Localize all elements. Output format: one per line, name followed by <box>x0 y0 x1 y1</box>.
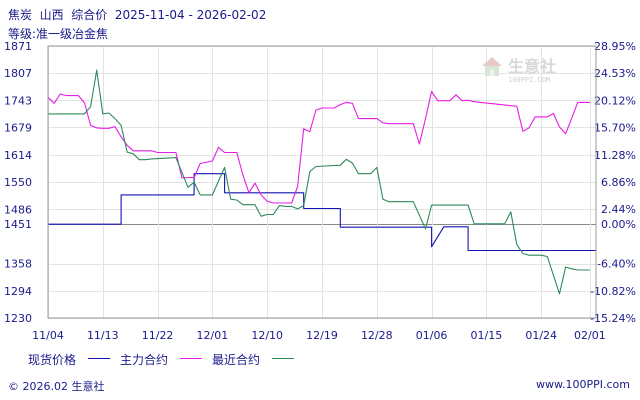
x-tick-label: 11/04 <box>32 329 64 342</box>
series-lines <box>47 69 596 295</box>
y-tick-label: 1614 <box>4 149 32 162</box>
x-tick-label: 11/22 <box>142 329 174 342</box>
footer-site: www.100PPI.com <box>536 378 630 391</box>
x-tick-label: 12/01 <box>197 329 229 342</box>
y-tick-label: 1679 <box>4 121 32 134</box>
watermark-logo: 生意社 100PPI.COM <box>480 52 580 92</box>
y2-tick-label: 11.28% <box>594 149 636 162</box>
y-tick-label: 1451 <box>4 218 32 231</box>
legend-near-line <box>272 358 294 359</box>
y-tick-label: 1486 <box>4 203 32 216</box>
footer-copyright: © 2026.02 生意社 <box>8 380 105 393</box>
y-tick-label: 1550 <box>4 176 32 189</box>
y-tick-label: 1743 <box>4 94 32 107</box>
y-tick-label: 1807 <box>4 67 32 80</box>
y-tick-label: 1294 <box>4 285 32 298</box>
x-tick-label: 01/06 <box>416 329 448 342</box>
legend-spot-label: 现货价格 <box>28 353 77 367</box>
y2-tick-label: 24.53% <box>594 67 636 80</box>
y2-tick-label: 2.44% <box>601 203 636 216</box>
x-tick-label: 12/10 <box>251 329 283 342</box>
y2-tick-label: 0.00% <box>601 218 636 231</box>
y2-tick-label: -10.82% <box>590 285 636 298</box>
watermark-name: 生意社 <box>508 57 556 76</box>
legend-spot-line <box>88 358 110 359</box>
x-tick-label: 12/28 <box>361 329 393 342</box>
spot-price-line <box>48 173 596 252</box>
plot-frame <box>47 45 597 319</box>
chart-subtitle: 等级:准一级冶金焦 <box>8 27 109 41</box>
x-tick-label: 01/15 <box>471 329 503 342</box>
logo-icon <box>482 57 502 76</box>
y2-axis-ticks: 28.95% 24.53% 20.12% 15.70% 11.28% 6.86% 2.44%… <box>590 40 636 325</box>
main-contract-line <box>47 90 590 204</box>
legend-near-label: 最近合约 <box>212 353 261 367</box>
chart-title: 焦炭 山西 综合价 2025-11-04 - 2026-02-02 <box>8 8 267 22</box>
y-tick-label: 1358 <box>4 258 32 271</box>
y-tick-label: 1871 <box>4 40 32 53</box>
y-tick-label: 1230 <box>4 312 32 325</box>
legend-main-label: 主力合约 <box>120 353 169 367</box>
watermark-url: 100PPI.COM <box>508 76 550 84</box>
x-axis-ticks: 11/04 11/13 11/22 12/01 12/10 12/19 12/28 01/06… <box>32 329 606 342</box>
y2-tick-label: -15.24% <box>590 312 636 325</box>
y-axis-ticks: 1871 1807 1743 1679 1614 1550 1486 1451 1358 1294… <box>4 40 32 325</box>
y2-tick-label: 20.12% <box>594 94 636 107</box>
y2-tick-label: 28.95% <box>594 40 636 53</box>
x-tick-label: 11/13 <box>87 329 119 342</box>
x-tick-label: 12/19 <box>306 329 338 342</box>
near-contract-line <box>48 69 590 295</box>
y2-tick-label: -6.40% <box>597 258 636 271</box>
x-tick-label: 02/01 <box>574 329 606 342</box>
legend-main-line <box>180 358 202 359</box>
y2-tick-label: 15.70% <box>594 122 636 135</box>
x-tick-label: 01/24 <box>525 329 557 342</box>
y2-tick-label: 6.86% <box>601 176 636 189</box>
